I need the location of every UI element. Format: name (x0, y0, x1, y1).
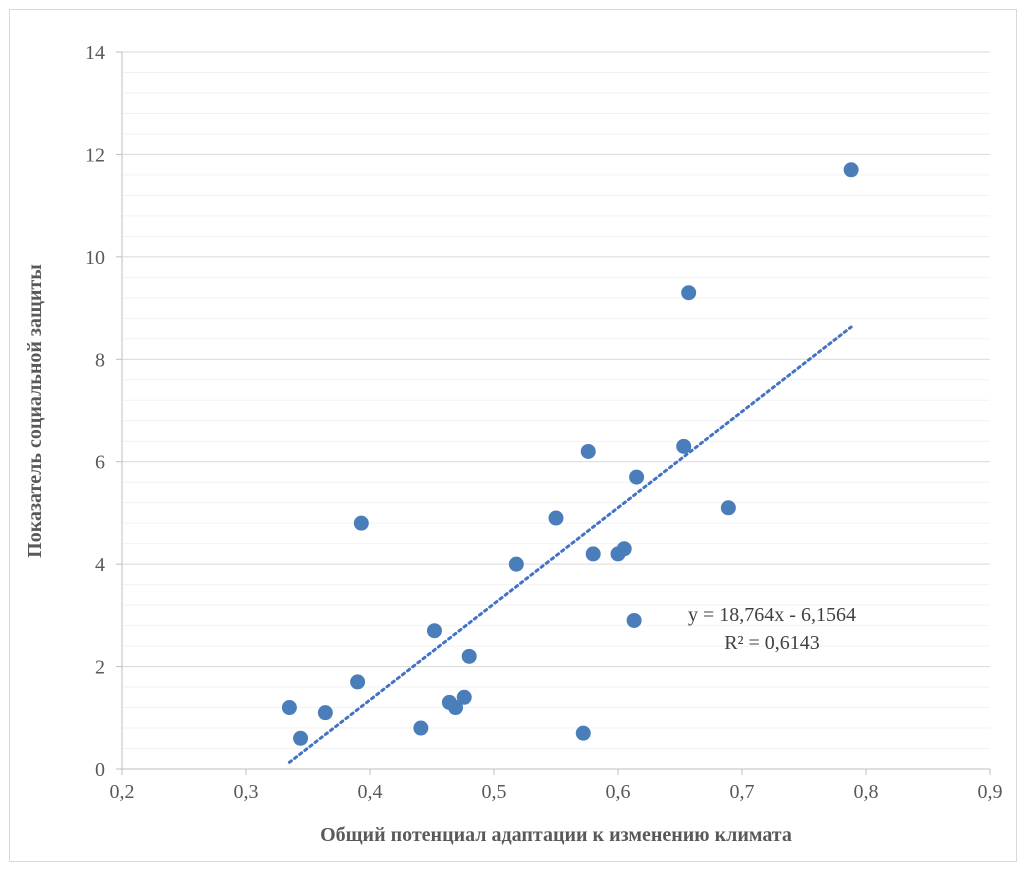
y-tick-label: 12 (85, 144, 105, 166)
data-point (281, 700, 297, 716)
data-point (676, 438, 692, 454)
data-point (426, 623, 442, 639)
chart-area (9, 9, 1017, 862)
y-tick-label: 0 (95, 759, 105, 781)
data-point (720, 500, 736, 516)
data-point (413, 720, 429, 736)
data-point (293, 730, 309, 746)
y-tick-label: 6 (95, 452, 105, 474)
y-tick-label: 8 (95, 349, 105, 371)
trendline (287, 325, 853, 764)
data-point (353, 515, 369, 531)
data-point (456, 689, 472, 705)
data-point (616, 541, 632, 557)
major-gridlines (122, 51, 990, 668)
data-point (629, 469, 645, 485)
data-point (585, 546, 601, 562)
data-point (681, 285, 697, 301)
x-tick-label: 0,9 (978, 781, 1003, 803)
x-tick-label: 0,6 (606, 781, 631, 803)
trendline-equation: y = 18,764x - 6,1564 (688, 604, 856, 626)
x-tick-label: 0,3 (234, 781, 259, 803)
axes (116, 51, 991, 775)
y-tick-label: 14 (85, 42, 105, 64)
x-tick-label: 0,5 (482, 781, 507, 803)
trendline-group (287, 325, 853, 764)
y-axis-title: Показатель социальной защиты (24, 264, 46, 558)
x-tick-label: 0,8 (854, 781, 879, 803)
minor-gridlines (122, 71, 990, 750)
x-tick-labels: 0,2 0,3 0,4 0,5 0,6 0,7 0,8 0,9 (110, 781, 1003, 803)
data-points (281, 162, 859, 746)
data-point (575, 725, 591, 741)
trendline-r-squared: R² = 0,6143 (724, 632, 820, 654)
data-point (350, 674, 366, 690)
y-tick-labels: 0 2 4 6 8 10 12 14 (85, 42, 105, 781)
x-tick-label: 0,4 (358, 781, 383, 803)
y-tick-label: 2 (95, 657, 105, 679)
data-point (508, 556, 524, 572)
data-point (548, 510, 564, 526)
data-point (843, 162, 859, 178)
data-point (580, 443, 596, 459)
data-point (626, 612, 642, 628)
data-point (461, 648, 477, 664)
data-point (448, 700, 464, 716)
y-tick-label: 4 (95, 554, 105, 576)
x-tick-label: 0,7 (730, 781, 755, 803)
x-tick-label: 0,2 (110, 781, 135, 803)
x-axis-title: Общий потенциал адаптации к изменению кл… (320, 824, 792, 846)
data-point (317, 705, 333, 721)
y-tick-label: 10 (85, 247, 105, 269)
